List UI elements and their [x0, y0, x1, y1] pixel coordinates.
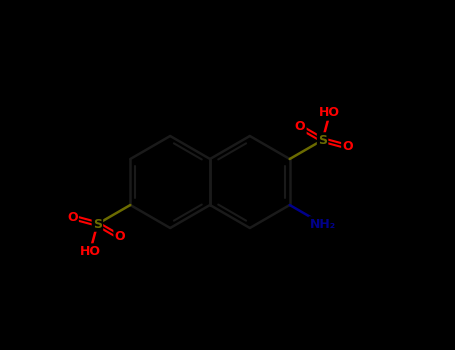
Text: O: O — [115, 231, 125, 244]
Text: NH₂: NH₂ — [309, 217, 336, 231]
Text: O: O — [342, 140, 353, 153]
Text: O: O — [67, 211, 78, 224]
Text: O: O — [295, 120, 305, 133]
Text: HO: HO — [80, 245, 101, 258]
Text: HO: HO — [319, 106, 340, 119]
Text: S: S — [318, 133, 327, 147]
Text: S: S — [93, 217, 102, 231]
